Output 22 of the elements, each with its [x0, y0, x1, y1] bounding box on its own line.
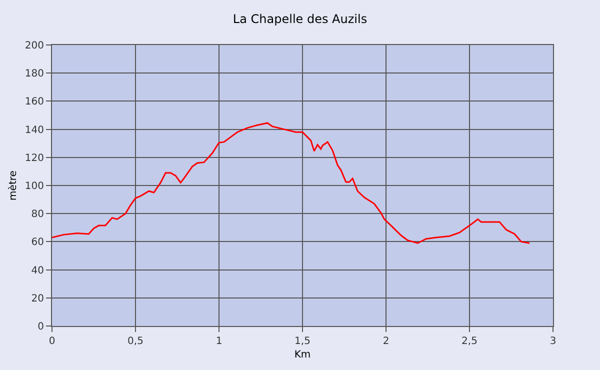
y-tick-label: 120	[24, 152, 44, 164]
x-tick-label: 2,5	[462, 336, 478, 347]
y-tick-label: 60	[31, 237, 44, 248]
y-tick-label: 140	[24, 124, 44, 136]
x-tick-label: 3	[550, 336, 556, 347]
x-tick-label: 1,5	[294, 336, 310, 347]
y-axis-title: mètre	[8, 170, 19, 200]
x-tick-label: 0	[48, 336, 56, 347]
line-series	[52, 122, 530, 244]
y-tick-label: 40	[31, 265, 44, 276]
y-tick-label: 180	[24, 68, 44, 80]
x-tick-label: 2	[382, 336, 390, 347]
y-tick-label: 80	[31, 209, 44, 220]
y-tick-label: 160	[24, 96, 44, 108]
x-tick-label: 0,5	[128, 336, 144, 347]
y-tick-label: 200	[24, 40, 44, 52]
y-tick-label: 100	[24, 181, 44, 192]
chart-title: La Chapelle des Auzils	[232, 12, 368, 26]
y-tick-label: 20	[31, 293, 44, 304]
x-tick-label: 1	[216, 336, 222, 347]
y-tick-label: 0	[38, 322, 44, 332]
x-axis-title: Km	[294, 350, 311, 360]
